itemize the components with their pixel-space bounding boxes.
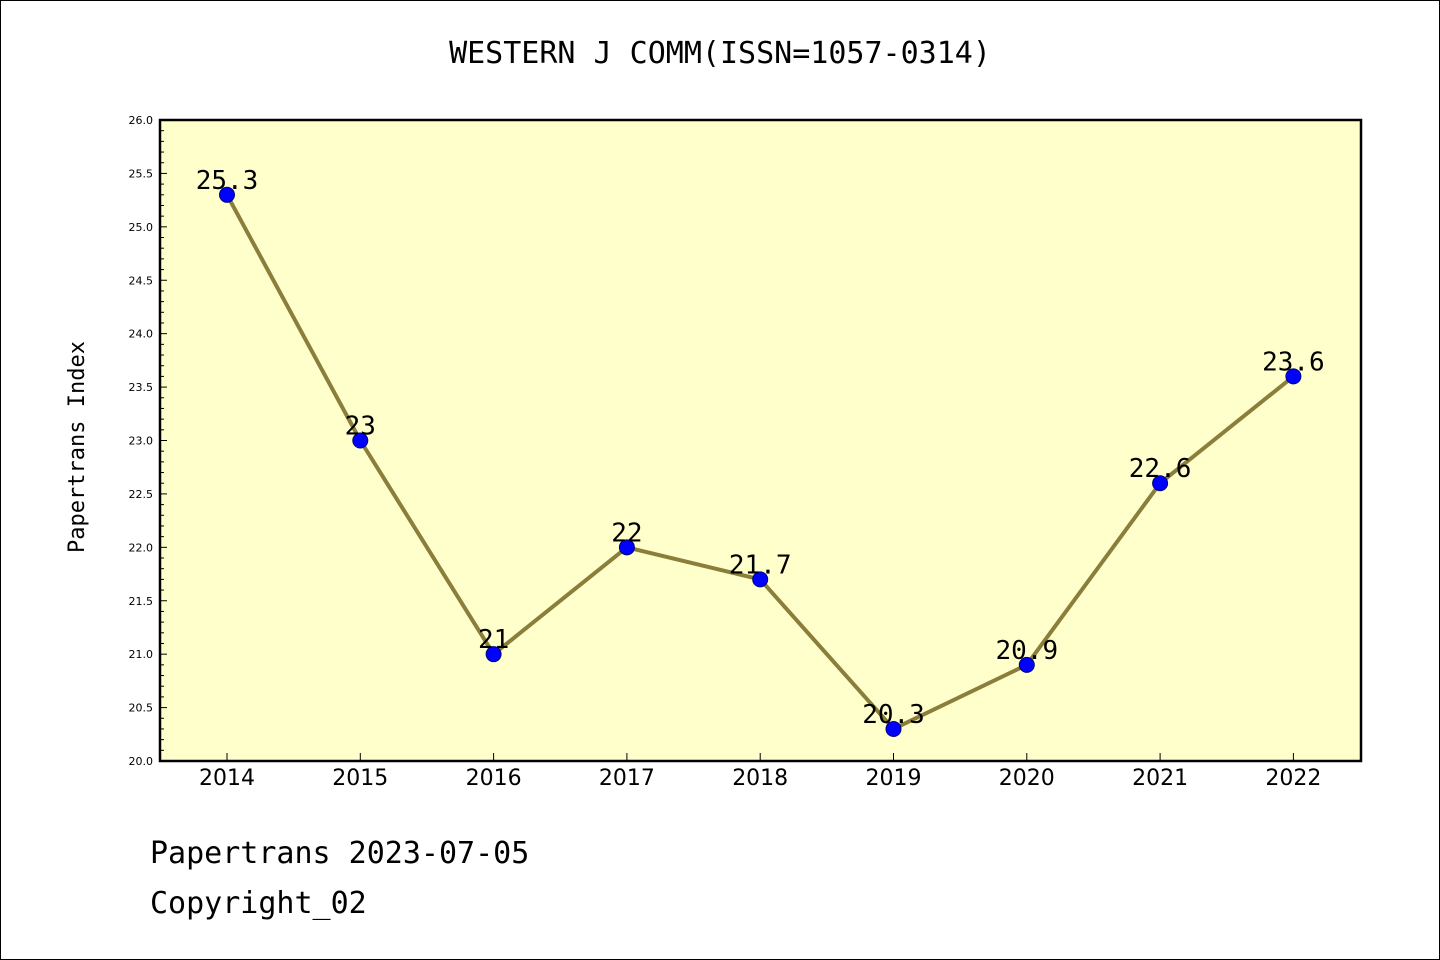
x-tick-label: 2017: [599, 766, 655, 791]
y-tick-label: 22.0: [129, 541, 154, 554]
data-point: [352, 432, 369, 449]
data-label: 22: [611, 518, 642, 548]
x-tick-label: 2021: [1132, 766, 1188, 791]
plot-area: [158, 118, 1363, 763]
x-tick-label: 2018: [732, 766, 788, 791]
data-point: [618, 539, 635, 556]
y-tick-label: 20.5: [129, 702, 154, 715]
data-label: 22.6: [1129, 454, 1192, 484]
data-label: 23: [345, 412, 376, 442]
data-point: [485, 646, 502, 663]
data-point: [885, 720, 902, 737]
data-labels-group: 25.3 23 21 22 21.7 20.3 20.9 22.6 23.6: [196, 166, 1325, 730]
data-label: 21: [478, 625, 509, 655]
data-label: 20.9: [995, 636, 1058, 666]
y-tick-label: 26.0: [129, 114, 154, 127]
y-tick-label: 24.0: [129, 328, 154, 341]
data-label: 20.3: [862, 700, 925, 730]
data-point: [219, 186, 235, 203]
y-tick-label: 22.5: [129, 488, 154, 501]
x-axis-ticks: 2014 2015 2016 2017 2018 2019 2020 2021 2022: [199, 753, 1321, 791]
footer-copyright: Copyright_02: [150, 886, 367, 921]
x-tick-label: 2019: [866, 766, 922, 791]
series-group: [219, 186, 1302, 737]
data-point: [752, 571, 769, 588]
y-tick-label: 23.5: [129, 381, 154, 394]
y-tick-label: 21.5: [129, 595, 154, 608]
data-point: [1285, 368, 1302, 385]
data-point: [1152, 475, 1169, 492]
x-tick-label: 2022: [1265, 766, 1321, 791]
chart-title: WESTERN J COMM(ISSN=1057-0314): [449, 36, 991, 71]
y-tick-label: 24.5: [129, 274, 154, 287]
y-tick-label: 25.5: [129, 167, 154, 180]
x-tick-label: 2020: [999, 766, 1055, 791]
y-tick-label: 21.0: [129, 648, 154, 661]
y-tick-label: 23.0: [129, 435, 154, 448]
data-point: [1018, 656, 1035, 673]
x-tick-label: 2015: [332, 766, 388, 791]
data-label: 25.3: [196, 166, 259, 196]
x-tick-label: 2016: [466, 766, 522, 791]
y-tick-label: 25.0: [129, 221, 154, 234]
data-label: 23.6: [1262, 347, 1325, 377]
footer-date: Papertrans 2023-07-05: [150, 836, 530, 871]
x-tick-label: 2014: [199, 766, 255, 791]
data-label: 21.7: [729, 550, 792, 580]
y-axis-ticks: 20.0 20.5 21.0 21.5 22.0 22.5 23.0 23.5 24.0 24.5…: [129, 114, 167, 768]
y-tick-label: 20.0: [129, 755, 154, 768]
y-axis-label: Papertrans Index: [65, 341, 90, 553]
